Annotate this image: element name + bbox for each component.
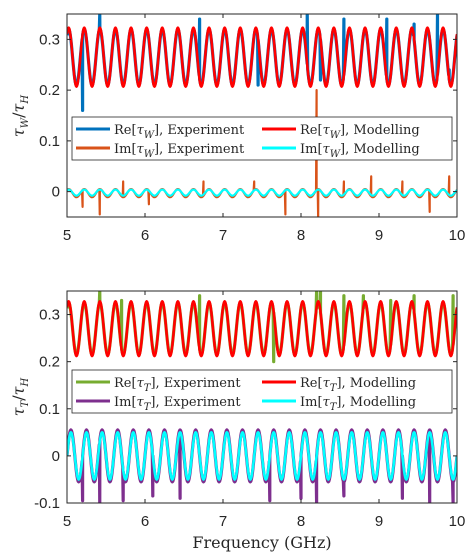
legend-entry: Im[τT​], Experiment (114, 395, 241, 413)
series-line-3 (67, 26, 457, 88)
x-tick-label: 8 (297, 227, 305, 244)
x-tick-label: 6 (141, 513, 149, 530)
legend-entry: Re[τW​], Modelling (300, 123, 420, 141)
plot-area (67, 291, 457, 503)
legend-entry: Re[τW​], Experiment (114, 123, 245, 141)
y-tick-label: 0 (52, 448, 60, 465)
x-tick-label: 9 (375, 513, 383, 530)
y-tick-label: 0 (52, 184, 60, 201)
y-tick-label: 0.1 (39, 401, 60, 418)
legend-box (71, 369, 453, 414)
x-tick-label: 5 (63, 227, 71, 244)
legend-box (71, 116, 453, 161)
y-tick-label: 0.3 (39, 31, 60, 48)
y-tick-label: 0.2 (39, 354, 60, 371)
x-tick-label: 6 (141, 227, 149, 244)
x-tick-label: 10 (449, 227, 466, 244)
series-line-4 (67, 431, 457, 481)
x-tick-label: 5 (63, 513, 71, 530)
x-tick-label: 7 (219, 513, 227, 530)
plot-area (67, 14, 457, 217)
series-line-3 (67, 300, 457, 358)
y-tick-label: 0.2 (39, 82, 60, 99)
x-tick-label: 7 (219, 227, 227, 244)
x-axis-label: Frequency (GHz) (192, 533, 331, 552)
chart-panel-2: 5 6 7 8 9 10 -0.1 0 0.1 0.2 0.3 τT​/τH​ Re[τT​], Exp… (9, 290, 466, 530)
series-line-4 (67, 188, 457, 197)
y-tick-label: 0.1 (39, 133, 60, 150)
chart-panel-1: 5 6 7 8 9 10 0 0.1 0.2 0.3 τW​/τH​ Re[τW​], Experim… (9, 13, 466, 244)
legend-entry: Re[τT​], Modelling (300, 376, 416, 394)
axes-box (66, 13, 458, 218)
y-tick-label: -0.1 (34, 495, 60, 512)
legend-entry: Im[τW​], Modelling (300, 142, 420, 160)
y-axis-label: τW​/τH​ (9, 95, 31, 137)
legend-entry: Im[τW​], Experiment (114, 142, 245, 160)
legend-entry: Re[τT​], Experiment (114, 376, 241, 394)
x-tick-label: 8 (297, 513, 305, 530)
x-tick-label: 10 (449, 513, 466, 530)
x-tick-label: 9 (375, 227, 383, 244)
y-axis-label: τT​/τH​ (9, 377, 31, 416)
y-tick-label: 0.3 (39, 307, 60, 324)
legend-entry: Im[τT​], Modelling (300, 395, 416, 413)
axes-box (66, 290, 458, 504)
